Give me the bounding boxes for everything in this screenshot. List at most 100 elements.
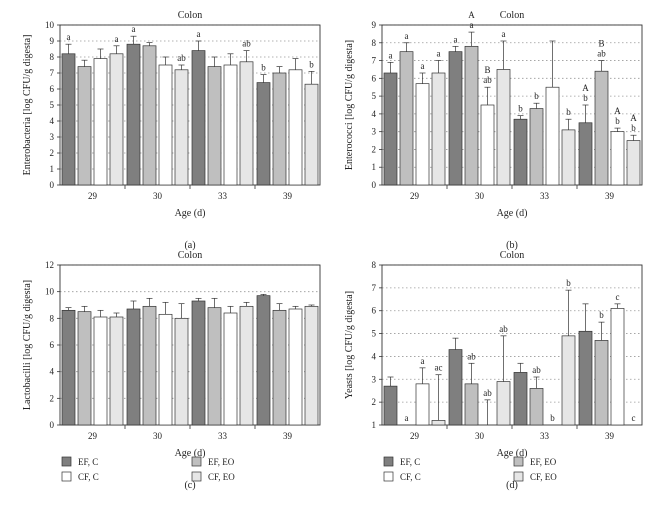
y-tick-label: 6: [372, 73, 377, 83]
y-tick-label: 12: [45, 260, 54, 270]
y-tick-label: 8: [50, 52, 55, 62]
bar: [109, 316, 124, 426]
bar: [93, 58, 108, 186]
x-tick-label: 30: [475, 431, 485, 441]
significance-label: c: [632, 413, 636, 423]
significance-label: a: [115, 34, 119, 44]
bar: [415, 83, 430, 186]
y-tick-label: 2: [372, 144, 377, 154]
bar: [126, 308, 141, 426]
y-tick-label: 0: [372, 180, 377, 190]
bar: [480, 104, 495, 186]
y-tick-label: 8: [50, 313, 55, 323]
legend-swatch: [383, 471, 394, 482]
significance-label: a: [405, 31, 409, 41]
bar: [448, 51, 463, 186]
x-axis-label: Age (d): [497, 208, 528, 219]
chart-title: Colon: [500, 250, 524, 261]
y-axis-label: Lactobacilli [log CFU/g digesta]: [22, 280, 33, 410]
significance-label: a: [197, 29, 201, 39]
bar: [529, 108, 544, 186]
bar: [626, 140, 641, 186]
x-tick-label: 30: [475, 191, 485, 201]
significance-label: a: [502, 29, 506, 39]
y-tick-label: 5: [372, 329, 377, 339]
bar: [304, 305, 319, 426]
legend-swatch: [383, 456, 394, 467]
y-axis-label: Enterobacteria [log CFU/g digesta]: [22, 35, 33, 176]
bar: [496, 69, 511, 186]
chart-title: Colon: [178, 10, 202, 21]
chart-title: Colon: [178, 250, 202, 261]
bar: [174, 317, 189, 426]
x-tick-label: 29: [410, 431, 420, 441]
y-tick-label: 7: [372, 56, 377, 66]
significance-label: B: [484, 65, 490, 75]
x-tick-label: 30: [153, 431, 163, 441]
bar: [256, 82, 271, 186]
bar: [158, 64, 173, 186]
bar: [142, 45, 157, 186]
y-tick-label: 4: [50, 367, 55, 377]
bar: [464, 45, 479, 186]
legend-label: EF, C: [78, 457, 98, 467]
y-tick-label: 5: [50, 100, 55, 110]
legend-label: EF, EO: [208, 457, 235, 467]
y-tick-label: 3: [372, 374, 377, 384]
x-tick-label: 39: [283, 191, 293, 201]
legend-label: CF, EO: [208, 472, 235, 482]
y-tick-label: 8: [372, 38, 377, 48]
bar: [610, 131, 625, 186]
y-tick-label: 3: [50, 132, 55, 142]
chart-panel-4: 1 2 3 4 5 6 7 8 Colon Age (d) Yeasts [log CFU/g di…: [344, 250, 643, 491]
panel-label: (c): [184, 480, 195, 491]
bar: [207, 307, 222, 426]
y-tick-label: 8: [372, 260, 377, 270]
bar: [610, 308, 625, 426]
x-tick-label: 39: [605, 191, 615, 201]
bar: [594, 340, 609, 426]
chart-panel-3: 0 2 4 6 8 10 12 Colon Age (d) Lactobacilli [log C…: [22, 250, 321, 491]
significance-label: b: [599, 310, 604, 320]
legend-label: CF, C: [78, 472, 99, 482]
bar: [594, 70, 609, 186]
y-tick-label: 6: [50, 84, 55, 94]
bar: [561, 335, 576, 426]
significance-label: a: [389, 50, 393, 60]
significance-label: a: [405, 413, 409, 423]
bar: [256, 295, 271, 426]
bar: [288, 308, 303, 426]
legend-2: EF, C EF, EO CF, C CF, EO: [383, 456, 557, 482]
bar: [529, 388, 544, 426]
significance-label: b: [309, 59, 314, 69]
y-tick-label: 1: [372, 162, 377, 172]
significance-label: ab: [532, 365, 541, 375]
y-tick-label: 9: [50, 36, 55, 46]
bar: [223, 312, 238, 426]
x-tick-label: 33: [540, 431, 550, 441]
significance-label: ab: [242, 39, 251, 49]
bar: [174, 69, 189, 186]
significance-label: c: [616, 292, 620, 302]
panel-label: (b): [506, 240, 518, 251]
significance-label: A: [468, 10, 475, 20]
bar: [191, 300, 206, 426]
significance-label: ac: [435, 363, 443, 373]
y-tick-label: 10: [45, 20, 55, 30]
significance-label: A: [630, 113, 637, 123]
legend-swatch: [513, 456, 524, 467]
x-tick-label: 33: [540, 191, 550, 201]
bar: [126, 43, 141, 186]
bar: [415, 383, 430, 426]
y-tick-label: 5: [372, 91, 377, 101]
significance-label: a: [67, 32, 71, 42]
y-tick-label: 3: [372, 127, 377, 137]
significance-label: a: [454, 34, 458, 44]
legend-swatch: [513, 471, 524, 482]
bar: [545, 86, 560, 186]
significance-label: b: [583, 93, 588, 103]
significance-label: a: [437, 49, 441, 59]
x-tick-label: 30: [153, 191, 163, 201]
panel-label: (a): [184, 240, 195, 251]
x-axis-label: Age (d): [497, 448, 528, 459]
